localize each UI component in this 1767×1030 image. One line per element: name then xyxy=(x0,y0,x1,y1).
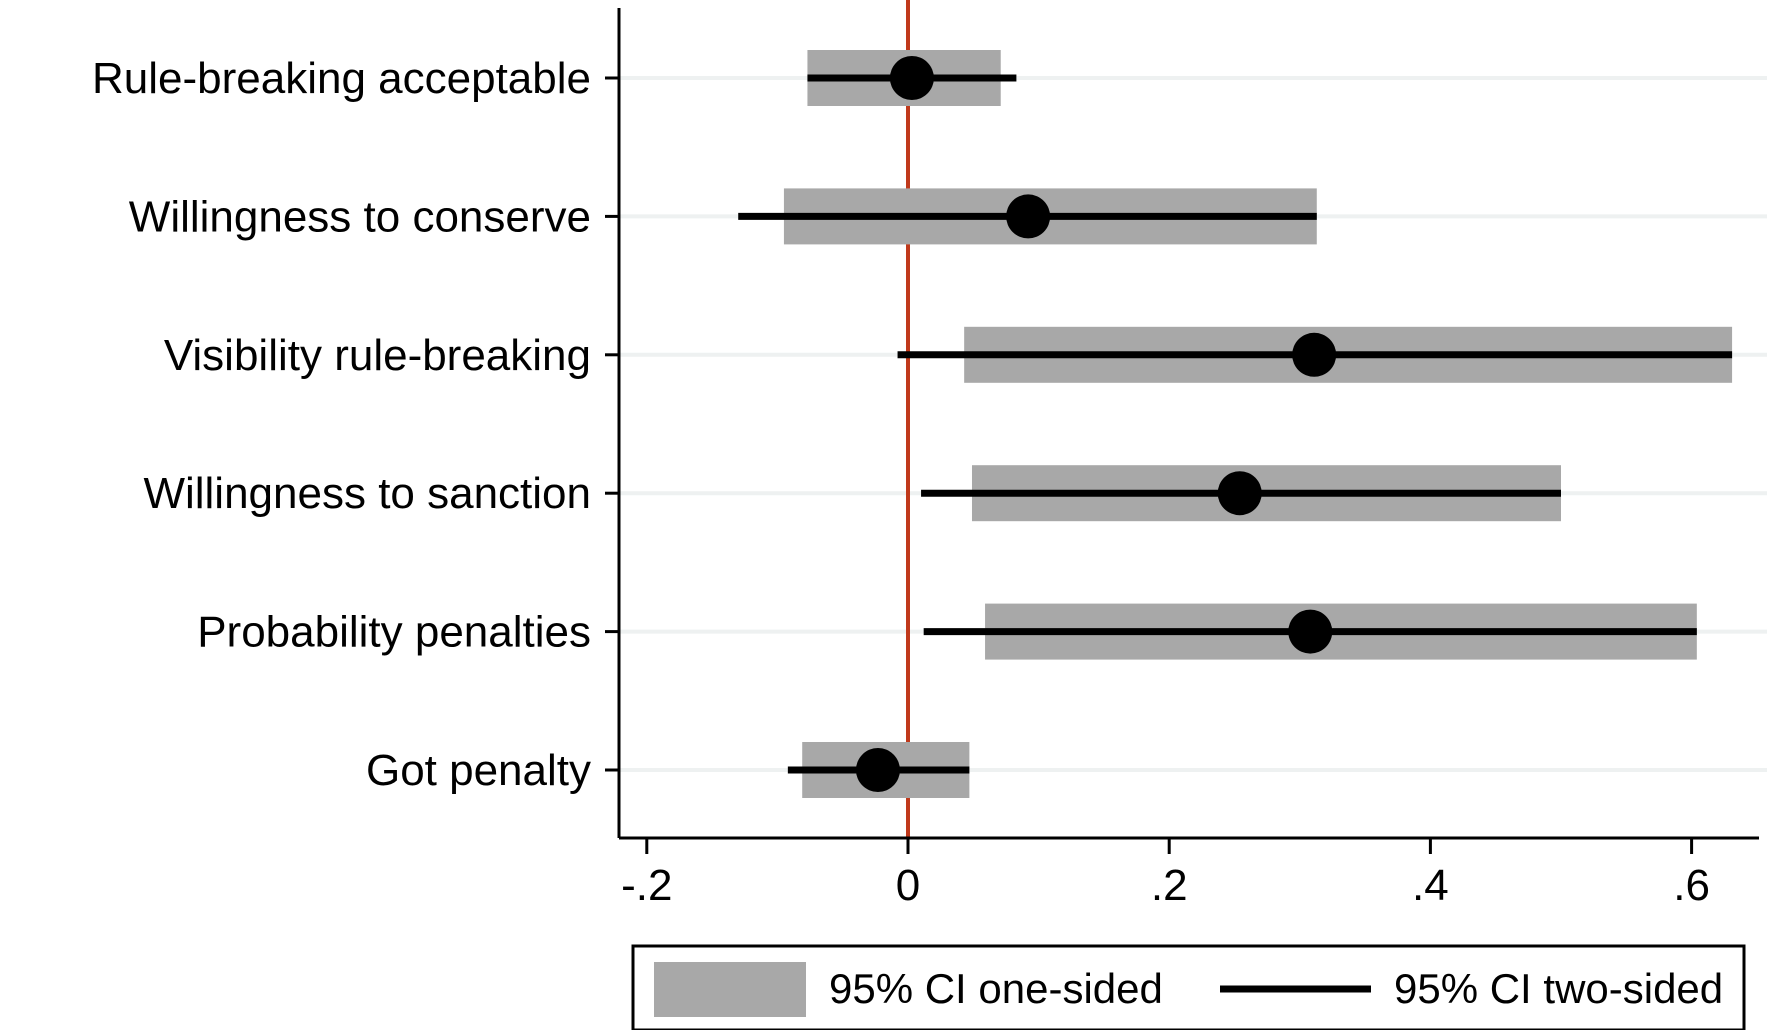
estimate-marker xyxy=(889,56,934,100)
category-label: Probability penalties xyxy=(197,608,591,657)
legend-swatch-one-sided xyxy=(654,962,806,1017)
estimate-marker-layer xyxy=(855,56,1337,792)
estimate-marker xyxy=(1006,194,1051,239)
category-label: Willingness to sanction xyxy=(143,469,591,518)
gridlines xyxy=(619,76,1767,772)
two-sided-ci-layer xyxy=(738,74,1733,774)
x-tick-label: -.2 xyxy=(621,861,672,910)
legend-label-one-sided: 95% CI one-sided xyxy=(829,965,1163,1012)
x-tick-label: .2 xyxy=(1151,861,1188,910)
estimate-marker xyxy=(855,748,900,792)
estimate-marker xyxy=(1292,332,1337,377)
estimate-marker xyxy=(1217,471,1262,516)
x-tick-label: 0 xyxy=(896,861,920,910)
x-tick-label: .6 xyxy=(1673,861,1710,910)
legend-box xyxy=(631,944,1746,1030)
category-label: Willingness to conserve xyxy=(129,192,591,241)
category-label: Got penalty xyxy=(366,746,591,795)
axes: Rule-breaking acceptable Willingness to c… xyxy=(92,8,1759,910)
estimate-marker xyxy=(1288,609,1333,654)
category-label: Rule-breaking acceptable xyxy=(92,54,591,103)
legend-label-two-sided: 95% CI two-sided xyxy=(1394,965,1723,1012)
x-tick-label: .4 xyxy=(1412,861,1449,910)
one-sided-ci-layer xyxy=(783,50,1733,798)
category-label: Visibility rule-breaking xyxy=(164,331,591,380)
legend: 95% CI one-sided 95% CI two-sided xyxy=(631,944,1746,1030)
